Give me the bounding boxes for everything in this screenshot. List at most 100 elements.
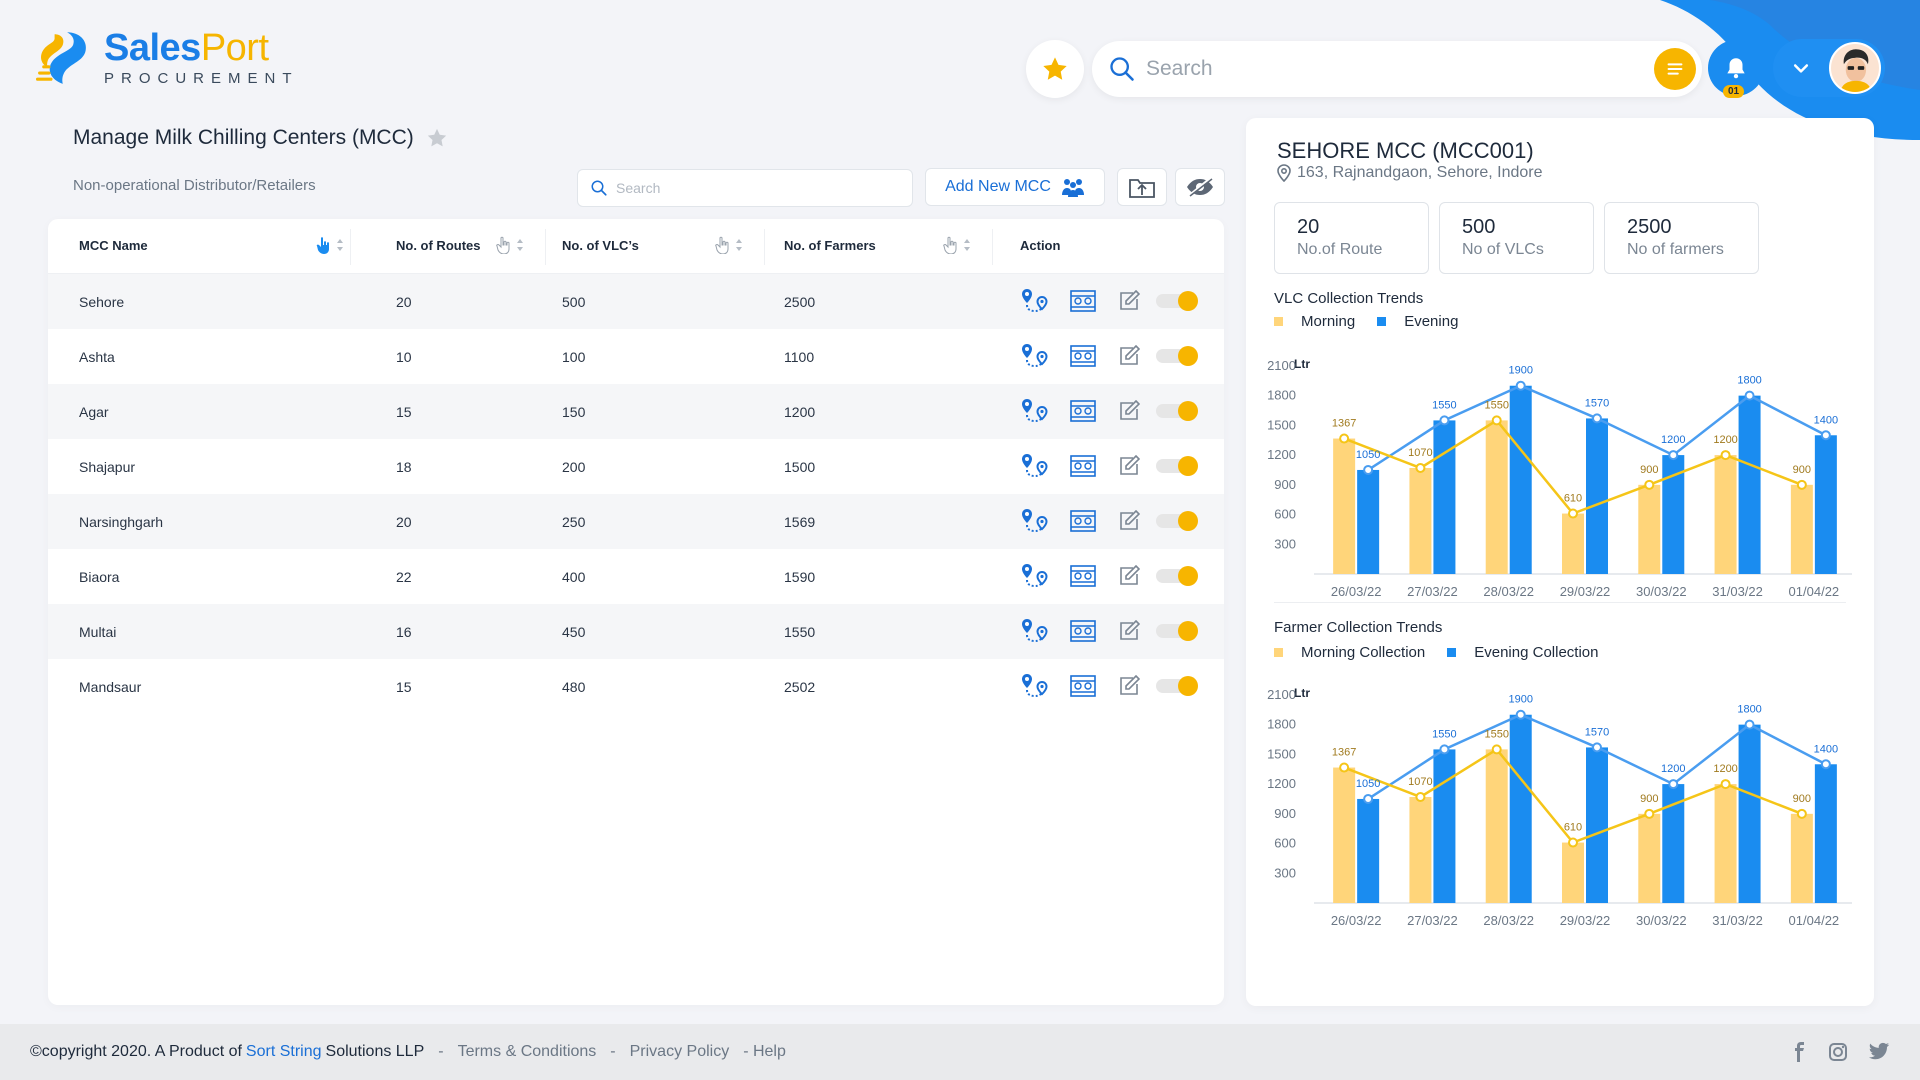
- terms-link[interactable]: Terms & Conditions: [457, 1043, 597, 1060]
- toggle-visibility-button[interactable]: [1175, 168, 1225, 206]
- bar-morning: [1638, 484, 1661, 574]
- route-map-icon[interactable]: [1020, 673, 1050, 699]
- y-tick-label: 600: [1274, 836, 1296, 851]
- brand-logo[interactable]: SalesPort PROCUREMENT: [36, 26, 299, 88]
- header-farmers[interactable]: No. of Farmers: [784, 238, 876, 253]
- bar-evening: [1814, 764, 1837, 903]
- table-row[interactable]: Mandsaur 15 480 2502: [48, 659, 1224, 714]
- status-toggle[interactable]: [1156, 346, 1198, 366]
- table-row[interactable]: Shajapur 18 200 1500: [48, 439, 1224, 494]
- table-row[interactable]: Biaora 22 400 1590: [48, 549, 1224, 604]
- table-row[interactable]: Multai 16 450 1550: [48, 604, 1224, 659]
- status-toggle[interactable]: [1156, 401, 1198, 421]
- edit-icon[interactable]: [1118, 455, 1140, 477]
- route-map-icon[interactable]: [1020, 508, 1050, 534]
- edit-icon[interactable]: [1118, 345, 1140, 367]
- route-map-icon[interactable]: [1020, 563, 1050, 589]
- route-map-icon[interactable]: [1020, 618, 1050, 644]
- header-mcc-name[interactable]: MCC Name: [79, 238, 148, 253]
- global-search[interactable]: [1092, 41, 1702, 97]
- table-search[interactable]: [577, 169, 913, 207]
- instagram-icon[interactable]: [1828, 1042, 1848, 1062]
- user-avatar-image: [1831, 44, 1879, 92]
- morning-value-label: 610: [1564, 822, 1582, 834]
- page-title: Manage Milk Chilling Centers (MCC): [73, 126, 448, 150]
- sort-farmers[interactable]: [943, 236, 971, 254]
- status-toggle[interactable]: [1156, 566, 1198, 586]
- twitter-icon[interactable]: [1868, 1042, 1890, 1062]
- edit-icon[interactable]: [1118, 675, 1140, 697]
- vlc-group-icon[interactable]: [1070, 288, 1096, 314]
- favorites-button[interactable]: [1026, 40, 1084, 98]
- vlc-group-icon[interactable]: [1070, 453, 1096, 479]
- status-toggle[interactable]: [1156, 621, 1198, 641]
- edit-icon[interactable]: [1118, 400, 1140, 422]
- facebook-icon[interactable]: [1790, 1042, 1808, 1062]
- x-tick-label: 29/03/22: [1560, 584, 1611, 596]
- table-row[interactable]: Narsinghgarh 20 250 1569: [48, 494, 1224, 549]
- sort-mcc-name[interactable]: [316, 236, 344, 254]
- route-map-icon[interactable]: [1020, 288, 1050, 314]
- table-row[interactable]: Ashta 10 100 1100: [48, 329, 1224, 384]
- evening-point: [1363, 464, 1374, 475]
- y-tick-label: 300: [1274, 865, 1296, 880]
- cell-farmers: 1590: [784, 569, 816, 585]
- y-tick-label: 1500: [1267, 746, 1296, 761]
- mcc-address-text: 163, Rajnandgaon, Sehore, Indore: [1297, 164, 1543, 181]
- vlc-group-icon[interactable]: [1070, 508, 1096, 534]
- menu-icon: [1667, 63, 1683, 75]
- evening-point: [1744, 719, 1755, 730]
- status-toggle[interactable]: [1156, 291, 1198, 311]
- vlc-group-icon[interactable]: [1070, 563, 1096, 589]
- global-search-input[interactable]: [1146, 57, 1626, 81]
- route-map-icon[interactable]: [1020, 398, 1050, 424]
- evening-point: [1363, 793, 1374, 804]
- morning-point: [1644, 808, 1655, 819]
- sort-vlcs[interactable]: [715, 236, 743, 254]
- help-link[interactable]: - Help: [743, 1043, 786, 1060]
- morning-point: [1568, 508, 1578, 519]
- cell-routes: 15: [396, 404, 412, 420]
- legend-label-morning: Morning Collection: [1301, 644, 1426, 661]
- sort-routes[interactable]: [496, 236, 524, 254]
- header-vlcs[interactable]: No. of VLC’s: [562, 238, 639, 253]
- column-divider: [545, 229, 546, 265]
- bar-morning: [1714, 455, 1737, 574]
- route-map-icon[interactable]: [1020, 453, 1050, 479]
- status-toggle[interactable]: [1156, 456, 1198, 476]
- upload-button[interactable]: [1117, 168, 1167, 206]
- morning-point: [1796, 479, 1807, 490]
- avatar[interactable]: [1829, 42, 1881, 94]
- edit-icon[interactable]: [1118, 290, 1140, 312]
- table-search-input[interactable]: [616, 180, 896, 196]
- row-actions: [1020, 673, 1198, 699]
- cell-routes: 22: [396, 569, 412, 585]
- status-toggle[interactable]: [1156, 676, 1198, 696]
- evening-value-label: 1570: [1585, 397, 1609, 409]
- edit-icon[interactable]: [1118, 510, 1140, 532]
- mcc-detail-title: SEHORE MCC (MCC001): [1277, 138, 1534, 163]
- vlc-group-icon[interactable]: [1070, 673, 1096, 699]
- edit-icon[interactable]: [1118, 565, 1140, 587]
- y-tick-label: 1800: [1267, 388, 1296, 403]
- menu-button[interactable]: [1654, 48, 1696, 90]
- route-map-icon[interactable]: [1020, 343, 1050, 369]
- add-new-mcc-button[interactable]: Add New MCC: [925, 168, 1105, 206]
- chevron-down-icon: [1793, 64, 1809, 73]
- favorite-star-icon[interactable]: [426, 127, 448, 149]
- vlc-group-icon[interactable]: [1070, 398, 1096, 424]
- notifications-button[interactable]: 01: [1708, 40, 1764, 98]
- company-link[interactable]: Sort String: [245, 1043, 322, 1060]
- user-menu[interactable]: [1773, 39, 1885, 97]
- table-row[interactable]: Sehore 20 500 2500: [48, 274, 1224, 329]
- user-menu-toggle[interactable]: [1773, 58, 1829, 78]
- edit-icon[interactable]: [1118, 620, 1140, 642]
- privacy-link[interactable]: Privacy Policy: [629, 1043, 730, 1060]
- header-routes[interactable]: No. of Routes: [396, 238, 481, 253]
- vlc-group-icon[interactable]: [1070, 343, 1096, 369]
- table-row[interactable]: Agar 15 150 1200: [48, 384, 1224, 439]
- bar-morning: [1562, 513, 1584, 574]
- x-tick-label: 30/03/22: [1636, 584, 1687, 596]
- status-toggle[interactable]: [1156, 511, 1198, 531]
- vlc-group-icon[interactable]: [1070, 618, 1096, 644]
